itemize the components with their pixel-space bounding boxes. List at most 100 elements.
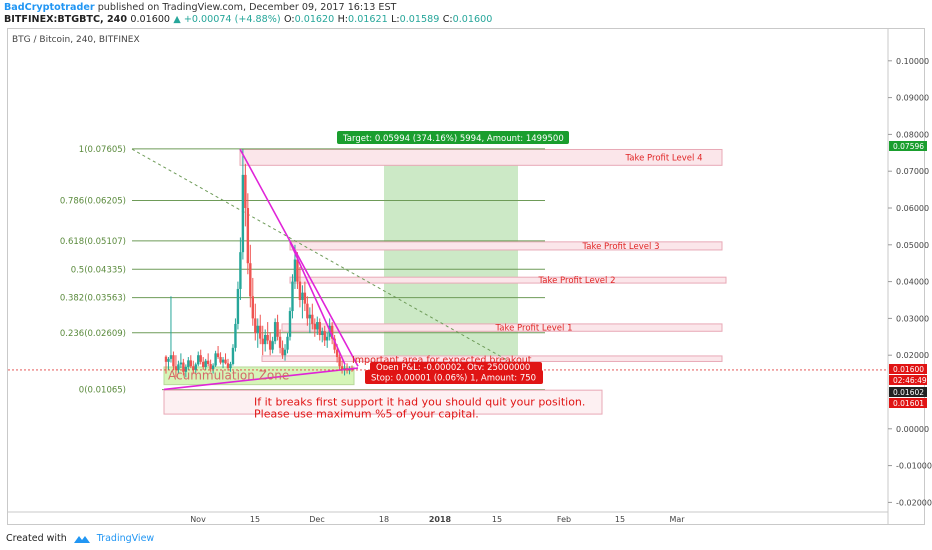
symbol-info: BITFINEX:BTGBTC, 240 0.01600 ▲ +0.00074 … xyxy=(4,14,492,25)
candle-body xyxy=(206,360,210,365)
take-profit-label: Take Profit Level 4 xyxy=(625,153,703,163)
candle-body xyxy=(244,174,247,208)
candle-body xyxy=(259,325,262,339)
x-tick-label: Dec xyxy=(309,515,324,524)
x-tick-label: 15 xyxy=(250,515,260,524)
y-tick-label: 0.10000 xyxy=(896,57,929,66)
candle-body xyxy=(340,366,344,370)
candle-body xyxy=(318,322,321,335)
price-badge-label: 0.01601 xyxy=(893,399,924,408)
published-text: published on TradingView.com, December 0… xyxy=(97,2,397,13)
y-tick-label: 0.04000 xyxy=(896,278,929,287)
x-tick-label: Feb xyxy=(557,515,571,524)
fib-level-label: 0(0.01065) xyxy=(79,386,126,396)
y-tick-label: 0.02000 xyxy=(896,351,929,360)
candle-body xyxy=(174,366,178,370)
low-value: 0.01589 xyxy=(399,14,440,25)
symbol: BITFINEX:BTGBTC, 240 xyxy=(4,14,128,25)
candle-body xyxy=(249,263,252,297)
trendline-support xyxy=(163,367,359,391)
candle-body xyxy=(330,325,334,339)
candle-body xyxy=(172,355,175,367)
target-badge xyxy=(337,131,569,144)
y-tick-label: -0.02000 xyxy=(896,498,932,507)
candle-body xyxy=(264,334,267,345)
x-tick-label: 15 xyxy=(615,515,625,524)
stop-badge xyxy=(365,370,543,384)
candle-body xyxy=(192,366,195,370)
fib-trend-line xyxy=(131,148,546,382)
candle-body xyxy=(189,360,192,367)
tradingview-logo-icon xyxy=(73,535,90,543)
candle-body xyxy=(308,314,312,319)
created-with-text: Created with xyxy=(6,533,67,544)
candle-body xyxy=(261,338,264,345)
candle-body xyxy=(224,359,227,364)
warning-line-1: If it breaks first support it had you sh… xyxy=(254,395,585,408)
author-link[interactable]: BadCryptotrader xyxy=(4,2,95,13)
candle-body xyxy=(271,341,274,350)
candle-body xyxy=(169,355,173,359)
warning-line-2: Please use maximum %5 of your capital. xyxy=(254,407,479,420)
candle-body xyxy=(216,353,220,358)
candle-body xyxy=(333,338,336,350)
warning-box xyxy=(163,389,603,415)
candle-body xyxy=(293,259,297,282)
x-tick-label: Mar xyxy=(669,515,685,524)
candle-body xyxy=(231,347,235,365)
chart-frame xyxy=(7,28,925,525)
price-badge-label: 0.01602 xyxy=(893,388,924,397)
high-value: 0.01621 xyxy=(348,14,388,25)
candle-body xyxy=(202,361,205,367)
candle-body xyxy=(221,359,225,363)
take-profit-box xyxy=(281,323,723,332)
order-label: Open P&L: -0.00002, Qty: 25000000 xyxy=(376,363,530,373)
price-badge-label: 0.07596 xyxy=(893,142,924,151)
candle-body xyxy=(229,364,232,369)
candle-body xyxy=(303,292,307,304)
candle-body xyxy=(281,347,284,356)
candle-body xyxy=(167,358,170,362)
candle-body xyxy=(313,323,316,330)
candle-body xyxy=(219,357,222,363)
fib-level-label: 0.382(0.03563) xyxy=(60,294,126,304)
candle-body xyxy=(326,336,329,341)
candle-body xyxy=(266,334,269,341)
y-tick-label: 0.08000 xyxy=(896,130,929,139)
y-tick-label: 0.07000 xyxy=(896,167,929,176)
candle-body xyxy=(241,174,245,253)
candle-body xyxy=(286,336,289,350)
candle-body xyxy=(291,281,294,312)
candle-body xyxy=(209,364,212,370)
chart-header: BadCryptotrader published on TradingView… xyxy=(4,2,396,13)
breakout-annotation: Important area for expected breakout xyxy=(352,355,532,366)
y-tick-label: 0.03000 xyxy=(896,314,929,323)
price-badge xyxy=(889,375,927,385)
candle-body xyxy=(268,340,272,350)
price-badge xyxy=(889,364,927,374)
fib-level-label: 0.786(0.06205) xyxy=(60,196,126,206)
footer: Created with TradingView xyxy=(6,533,154,544)
candle-body xyxy=(179,362,183,365)
tradingview-brand[interactable]: TradingView xyxy=(96,533,155,544)
price-change: ▲ +0.00074 (+4.88%) xyxy=(173,14,281,25)
accumulation-zone xyxy=(163,366,355,386)
chart-title: BTG / Bitcoin, 240, BITFINEX xyxy=(12,35,140,45)
candle-body xyxy=(283,349,287,356)
candle-body xyxy=(226,363,230,369)
price-badge xyxy=(889,398,927,408)
close-label: C: xyxy=(442,14,453,25)
candle-body xyxy=(321,331,324,335)
candle-body xyxy=(278,336,282,348)
take-profit-box xyxy=(289,276,727,284)
candle-body xyxy=(204,360,207,367)
candle-body xyxy=(246,208,250,264)
candle-body xyxy=(316,322,319,330)
x-tick-label: 15 xyxy=(492,515,502,524)
x-tick-label: 2018 xyxy=(429,515,452,524)
zone-annotation: Acummulation Zone xyxy=(168,368,289,382)
y-tick-label: 0.00000 xyxy=(896,425,929,434)
candle-body xyxy=(234,323,237,348)
take-profit-label: Take Profit Level 3 xyxy=(582,242,660,252)
